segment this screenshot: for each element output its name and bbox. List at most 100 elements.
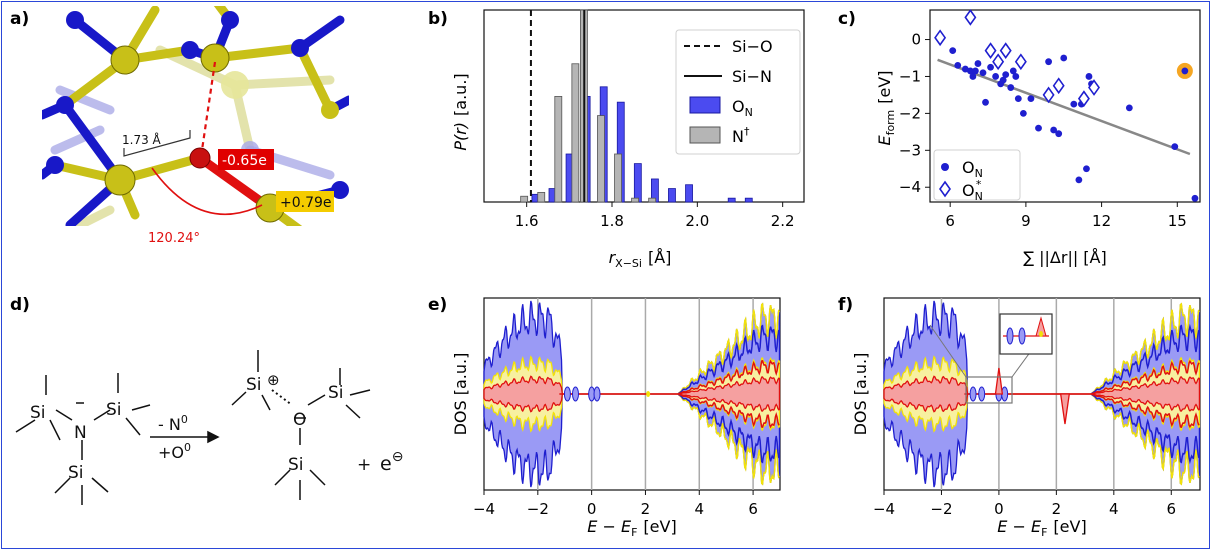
panel-b-xlabel: rX−Si [Å]	[609, 248, 672, 270]
panel-e-chart: −4 −2 0 2 4 6 DOS [a.u.] E − EF [eV]	[451, 297, 781, 539]
legend-nd-sup: †	[744, 125, 750, 138]
scatter-point-on	[1181, 67, 1189, 75]
dos-edge-peak	[571, 386, 579, 402]
c-ytick-label: 0	[911, 31, 921, 49]
panel-label-e: e)	[428, 295, 447, 315]
b-xtick-label: 2.0	[685, 212, 709, 230]
scheme-arrow-top: - N0	[158, 413, 188, 434]
legend-nd-swatch	[689, 126, 721, 144]
panel-f-ylabel: DOS [a.u.]	[851, 353, 870, 436]
panel-b-xlabel-unit: [Å]	[648, 248, 671, 267]
panel-f-xlabel-sub: F	[1041, 526, 1047, 539]
panel-a-structure: 1.73 Å -0.65e +0.79e 120.24°	[42, 6, 349, 246]
dos-cb-red-bottom	[1091, 393, 1200, 429]
panel-label-b: b)	[428, 9, 448, 29]
scatter-point-on	[992, 73, 1000, 80]
panel-b-chart: 1.6 1.8 2.0 2.2 P(r) [a.u.] rX−Si [Å] Si−O Si…	[451, 9, 805, 270]
legend-c-ons-sub: N	[975, 190, 983, 203]
bar-nd	[571, 63, 580, 203]
panel-c-chart: 6 9 12 15 0 −1 −2 −3 −4 Eform [eV] ∑ ||Δr|| [Å] O…	[875, 9, 1201, 267]
scatter-point-on	[1085, 73, 1093, 80]
panel-label-d: d)	[10, 295, 30, 315]
dos-cb-red-top	[678, 359, 780, 395]
dos-cb-blue-top	[678, 324, 780, 395]
dos-xtick-label: −4	[473, 500, 495, 518]
scheme-arrow-top-sup: 0	[181, 413, 188, 426]
fit-line	[937, 58, 1191, 156]
scatter-point-on	[979, 69, 987, 77]
dos-xtick-label: 2	[1052, 500, 1062, 518]
legend-on-swatch	[689, 96, 721, 114]
scatter-point-on	[999, 76, 1007, 84]
scatter-point-ons	[992, 53, 1005, 71]
scatter-point-ons	[1052, 77, 1065, 95]
b-xtick-label: 1.6	[515, 212, 539, 230]
b-xtick-label: 1.8	[600, 212, 624, 230]
dos-xtick-label: −2	[930, 500, 952, 518]
dos-cb-yellow-bottom	[1091, 394, 1200, 486]
legend-on-dot	[941, 163, 949, 171]
scatter-point-on	[1014, 95, 1022, 103]
bar-nd	[631, 197, 639, 203]
scheme-si-cation: Si	[246, 375, 262, 395]
scheme-arrow-bottom-main: +O	[158, 443, 184, 462]
scatter-point-on	[949, 47, 957, 55]
dos-xtick-label: 0	[587, 500, 597, 518]
dos-small-state	[646, 391, 651, 397]
c-xtick-label: 15	[1168, 212, 1187, 230]
legend-c-on-main: O	[962, 158, 975, 177]
inset-yellow	[1039, 331, 1043, 337]
c-ytick-label: −4	[899, 178, 921, 196]
scatter-point-on	[1060, 54, 1068, 62]
dos-xtick-label: 2	[641, 500, 651, 518]
dos-cb-blue-top	[1091, 323, 1200, 395]
legend-si-o-label: Si−O	[732, 37, 773, 56]
scatter-point-on	[1035, 124, 1042, 132]
defect-peak-occupied	[994, 367, 1004, 395]
panel-f-zoom-connector-1	[929, 324, 967, 378]
scheme-o: O	[293, 410, 306, 430]
scatter-point-on	[1007, 84, 1015, 91]
legend-ons-diamond	[939, 180, 951, 198]
panel-f-xlabel-main: E − E	[997, 517, 1042, 536]
panel-e-ylabel: DOS [a.u.]	[451, 353, 470, 436]
scatter-point-ons	[984, 42, 997, 59]
panel-label-f: f)	[838, 295, 853, 315]
dos-xtick-label: −2	[527, 500, 549, 518]
dos-xtick-label: 0	[994, 500, 1004, 518]
panel-f-xlabel: E − EF [eV]	[997, 517, 1086, 539]
bond-length-label: 1.73 Å	[122, 132, 162, 147]
scheme-electron: e⊖	[380, 449, 403, 475]
scatter-point-ons	[964, 9, 977, 26]
dos-cb-blue-bottom	[1091, 393, 1200, 465]
dos-cb-yellow-top	[1091, 302, 1200, 394]
scheme-plus-circle: ⊕	[267, 371, 280, 389]
scatter-point-ons	[934, 29, 947, 47]
bar-nd	[597, 115, 605, 203]
scatter-point-ons	[1088, 79, 1101, 96]
scatter-point-on	[1191, 194, 1199, 202]
panel-label-c: c)	[838, 9, 856, 29]
dos-cb-blue-bottom	[678, 393, 780, 464]
scheme-n: N	[74, 423, 87, 443]
panel-e-xlabel-main: E − E	[587, 517, 632, 536]
scheme-si-4: Si	[328, 383, 344, 403]
panel-b-xlabel-sub: X−Si	[615, 257, 642, 270]
scatter-point-on	[1070, 100, 1078, 108]
bar-nd	[520, 195, 529, 203]
scatter-point-ons	[1014, 53, 1027, 71]
charge-silicon-label: +0.79e	[280, 195, 332, 211]
legend-c-on-sub: N	[975, 167, 983, 180]
legend-on-label: ON	[732, 97, 753, 119]
angle-label: 120.24°	[148, 231, 200, 246]
scatter-point-on	[1125, 104, 1133, 112]
legend-c-on-label: ON	[962, 158, 983, 180]
scatter-point-on	[987, 63, 994, 71]
legend-c-ons-sup: *	[976, 178, 982, 191]
scatter-point-on	[1027, 95, 1035, 103]
bar-on	[633, 163, 642, 203]
scheme-arrow-bottom-sup: 0	[184, 441, 191, 454]
inset-blue-peak	[1006, 327, 1014, 345]
